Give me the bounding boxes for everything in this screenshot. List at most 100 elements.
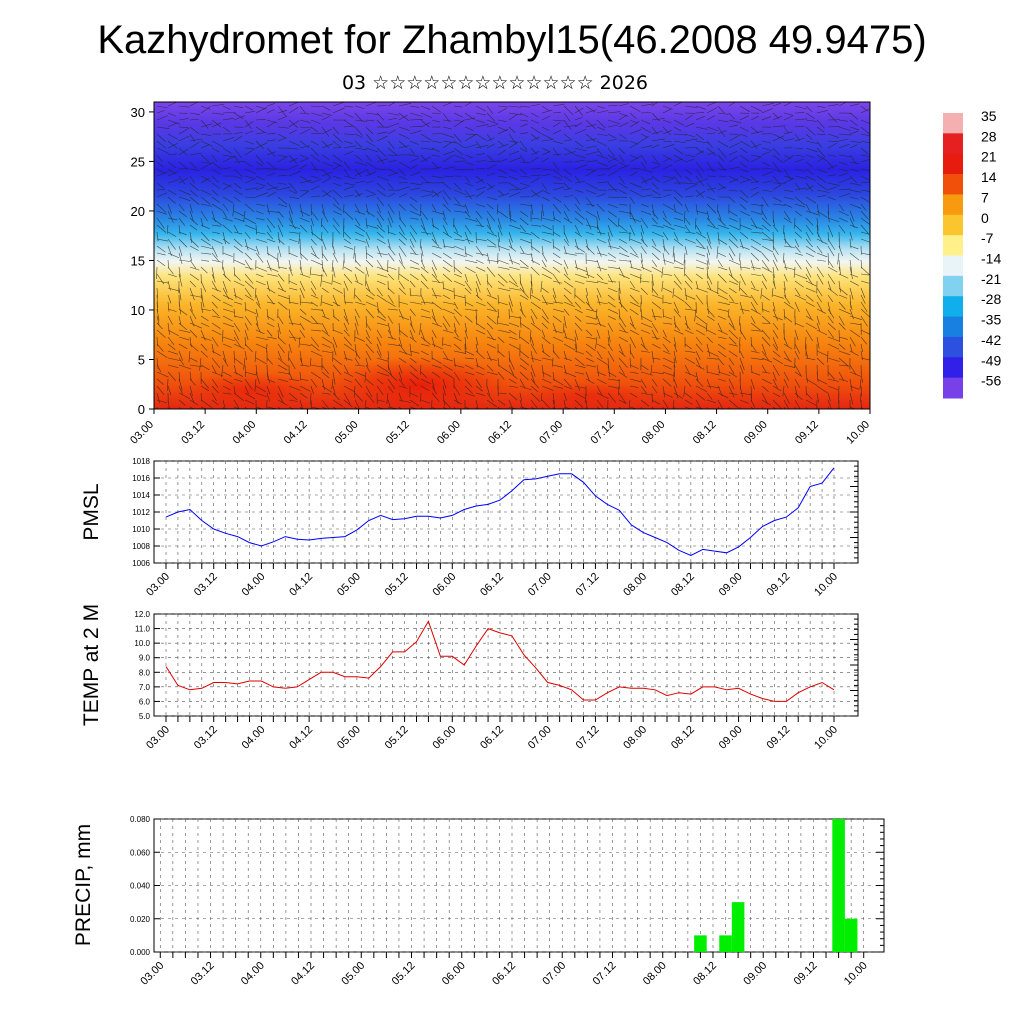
x-tick-label-10.00: 10.00 (844, 419, 872, 447)
y-tick-label-0: 0 (138, 402, 145, 417)
colorbar-label--35: -35 (981, 312, 1001, 328)
colorbar-swatch (943, 275, 963, 297)
x-tick-label-06.00: 06.00 (435, 419, 463, 447)
precip-bar-4 (844, 918, 858, 952)
y-tick-label-0.080: 0.080 (130, 815, 151, 824)
x-tick-label-03.12: 03.12 (189, 960, 217, 988)
y-tick-label-0.020: 0.020 (130, 915, 151, 924)
colorbar-swatch (943, 296, 963, 318)
x-tick-label-05.12: 05.12 (383, 724, 411, 752)
precip-bar-0 (694, 935, 707, 952)
colorbar-swatch (943, 153, 963, 175)
x-tick-label-04.12: 04.12 (289, 960, 317, 988)
colorbar-label--28: -28 (981, 291, 1001, 307)
y-tick-label-5.0: 5.0 (139, 712, 151, 721)
x-tick-label-06.12: 06.12 (478, 571, 506, 599)
x-tick-label-06.12: 06.12 (490, 960, 518, 988)
x-tick-label-06.00: 06.00 (430, 571, 458, 599)
colorbar-swatch (943, 194, 963, 216)
x-tick-label-07.12: 07.12 (574, 724, 602, 752)
series-line (165, 620, 835, 702)
colorbar-label-0: 0 (981, 210, 989, 226)
x-tick-label-04.12: 04.12 (287, 571, 315, 599)
precip-bar-1 (719, 935, 732, 952)
x-tick-label-07.12: 07.12 (588, 419, 616, 447)
colorbar-label-28: 28 (981, 128, 997, 144)
x-tick-label-05.00: 05.00 (339, 960, 367, 988)
colorbar-label--7: -7 (981, 230, 994, 246)
hot-core-3 (530, 381, 650, 409)
x-tick-label-08.00: 08.00 (641, 960, 669, 988)
y-tick-label-20: 20 (131, 204, 145, 219)
colorbar-swatch (943, 235, 963, 256)
colorbar-swatch (943, 113, 963, 134)
precip-bar-2 (731, 902, 745, 952)
colorbar-label--56: -56 (981, 373, 1001, 389)
x-tick-label-08.12: 08.12 (691, 960, 719, 988)
y-axis-title: PMSL (80, 483, 103, 540)
colorbar-swatch (943, 133, 963, 155)
y-tick-label-6.0: 6.0 (139, 697, 151, 706)
y-tick-label-10.0: 10.0 (134, 639, 150, 648)
x-tick-label-03.00: 03.00 (138, 960, 166, 988)
y-tick-label-1010: 1010 (132, 525, 150, 534)
y-tick-label-1012: 1012 (132, 508, 150, 517)
colorbar-swatch (943, 255, 963, 277)
y-tick-label-7.0: 7.0 (139, 683, 151, 692)
x-tick-label-03.12: 03.12 (192, 571, 220, 599)
precip-panel: 0.000 0.020 0.040 0.060 0.080 03.00 03.12 04.00… (72, 815, 885, 988)
colorbar-swatch (943, 336, 963, 358)
x-tick-label-08.12: 08.12 (669, 724, 697, 752)
x-tick-label-09.12: 09.12 (793, 419, 821, 447)
x-tick-label-05.00: 05.00 (333, 419, 361, 447)
x-tick-label-05.12: 05.12 (390, 960, 418, 988)
x-tick-label-09.00: 09.00 (742, 419, 770, 447)
x-tick-label-03.12: 03.12 (179, 419, 207, 447)
colorbar-label-14: 14 (981, 169, 997, 185)
x-tick-label-05.00: 05.00 (335, 571, 363, 599)
temperature-field (154, 102, 870, 409)
y-tick-label-1016: 1016 (132, 474, 150, 483)
y-tick-label-1018: 1018 (132, 457, 150, 466)
x-tick-label-03.00: 03.00 (128, 419, 156, 447)
pmsl-panel: 1006 1008 1010 1012 1014 1016 1018 03.00 03.12 04… (80, 457, 859, 599)
x-tick-label-04.00: 04.00 (239, 960, 267, 988)
colorbar-label--49: -49 (981, 352, 1001, 368)
colorbar-swatch (943, 174, 963, 195)
colorbar-label--21: -21 (981, 271, 1001, 287)
colorbar-swatch (943, 214, 963, 236)
x-tick-label-08.12: 08.12 (669, 571, 697, 599)
y-tick-label-11.0: 11.0 (135, 625, 151, 634)
x-tick-label-06.12: 06.12 (486, 419, 514, 447)
colorbar-swatch (943, 357, 963, 379)
y-axis-title: PRECIP, mm (72, 824, 95, 946)
chart-title: Kazhydromet for Zhambyl15(46.2008 49.947… (97, 18, 927, 62)
x-tick-label-04.00: 04.00 (240, 571, 268, 599)
x-tick-label-08.12: 08.12 (691, 419, 719, 447)
colorbar-swatch (943, 377, 963, 399)
x-tick-label-09.12: 09.12 (764, 724, 792, 752)
x-tick-label-08.00: 08.00 (640, 419, 668, 447)
x-tick-label-09.00: 09.00 (717, 571, 745, 599)
y-tick-label-25: 25 (131, 154, 145, 169)
series-line (165, 467, 835, 556)
x-tick-label-04.12: 04.12 (287, 724, 315, 752)
y-tick-label-30: 30 (131, 105, 145, 120)
y-tick-label-1006: 1006 (132, 559, 150, 568)
y-tick-label-0.040: 0.040 (130, 882, 151, 891)
x-tick-label-08.00: 08.00 (621, 724, 649, 752)
wind-barbs (156, 102, 870, 409)
y-tick-label-12.0: 12.0 (134, 610, 150, 619)
x-tick-label-10.00: 10.00 (812, 724, 840, 752)
x-tick-label-03.00: 03.00 (144, 571, 172, 599)
y-tick-label-1008: 1008 (132, 542, 150, 551)
colorbar-label-21: 21 (981, 149, 997, 165)
x-tick-label-07.12: 07.12 (574, 571, 602, 599)
grid (154, 460, 858, 564)
x-tick-label-07.00: 07.00 (526, 724, 554, 752)
x-tick-label-07.00: 07.00 (526, 571, 554, 599)
y-tick-label-1014: 1014 (132, 491, 150, 500)
x-tick-label-05.12: 05.12 (384, 419, 412, 447)
precip-bar-3 (832, 819, 845, 952)
